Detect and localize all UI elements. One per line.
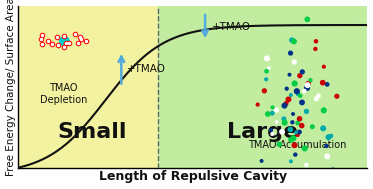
Point xyxy=(321,65,327,68)
Point xyxy=(276,143,282,146)
Point xyxy=(265,112,271,115)
Point xyxy=(274,121,280,124)
Point xyxy=(294,90,300,93)
Point xyxy=(295,122,301,125)
Point xyxy=(266,67,272,70)
Point xyxy=(324,155,330,158)
Point xyxy=(258,159,264,162)
Point xyxy=(321,109,327,112)
Point xyxy=(301,90,307,93)
Point xyxy=(255,103,261,106)
Point xyxy=(304,87,310,90)
X-axis label: Length of Repulsive Cavity: Length of Repulsive Cavity xyxy=(99,170,287,184)
Point xyxy=(291,144,297,147)
Point xyxy=(304,110,310,113)
Point xyxy=(281,117,287,120)
Point xyxy=(288,160,294,163)
Bar xyxy=(158,5,367,168)
Text: +TMAO: +TMAO xyxy=(126,64,166,74)
Point xyxy=(270,106,276,109)
Point xyxy=(279,130,285,133)
Point xyxy=(297,74,303,77)
Point xyxy=(291,137,297,140)
Point xyxy=(295,133,301,136)
Point xyxy=(303,164,309,167)
Point xyxy=(269,132,275,136)
Point xyxy=(291,40,297,43)
Point xyxy=(320,127,326,130)
Point xyxy=(288,52,294,55)
Point xyxy=(290,182,296,185)
Point xyxy=(302,147,308,150)
Point xyxy=(261,89,267,92)
Point xyxy=(295,93,301,96)
Y-axis label: Free Energy Change/ Surface Area: Free Energy Change/ Surface Area xyxy=(6,0,16,176)
Point xyxy=(300,173,306,176)
Point xyxy=(263,78,269,81)
Text: TMAO Accumulation: TMAO Accumulation xyxy=(248,140,347,150)
Point xyxy=(297,94,303,97)
Point xyxy=(283,102,289,105)
Point xyxy=(285,98,291,101)
Point xyxy=(313,97,319,100)
Point xyxy=(300,70,305,73)
Point xyxy=(289,39,295,42)
Point xyxy=(328,134,334,137)
Point xyxy=(299,101,305,104)
Point xyxy=(304,84,310,87)
Point xyxy=(287,128,293,131)
Point xyxy=(282,121,288,124)
Point xyxy=(299,124,305,127)
Point xyxy=(289,121,295,124)
Point xyxy=(284,87,290,90)
Point xyxy=(305,82,311,85)
Point xyxy=(300,123,305,126)
Point xyxy=(290,112,296,115)
Text: TMAO
Depletion: TMAO Depletion xyxy=(40,83,87,105)
Text: Large: Large xyxy=(227,122,298,142)
Point xyxy=(309,125,315,128)
Point xyxy=(307,79,313,82)
Point xyxy=(316,94,322,97)
Point xyxy=(324,83,330,86)
Point xyxy=(297,117,303,120)
Text: +TMAO: +TMAO xyxy=(212,22,251,32)
Point xyxy=(282,104,288,107)
Point xyxy=(274,108,280,112)
Point xyxy=(269,112,275,115)
Point xyxy=(274,172,280,175)
Bar xyxy=(18,5,158,168)
Point xyxy=(313,47,319,50)
Point xyxy=(293,131,299,134)
Point xyxy=(323,144,329,147)
Point xyxy=(268,129,274,132)
Point xyxy=(264,70,270,73)
Point xyxy=(292,153,298,156)
Point xyxy=(288,138,294,141)
Point xyxy=(289,184,295,187)
Text: Small: Small xyxy=(57,122,126,142)
Point xyxy=(288,94,294,97)
Point xyxy=(334,95,340,98)
Point xyxy=(297,131,303,134)
Point xyxy=(293,188,299,189)
Point xyxy=(326,136,332,139)
Point xyxy=(291,60,297,64)
Point xyxy=(320,81,326,84)
Point xyxy=(330,168,336,171)
Point xyxy=(313,40,319,43)
Point xyxy=(264,57,270,60)
Point xyxy=(292,82,298,85)
Point xyxy=(304,18,310,21)
Point xyxy=(286,73,292,76)
